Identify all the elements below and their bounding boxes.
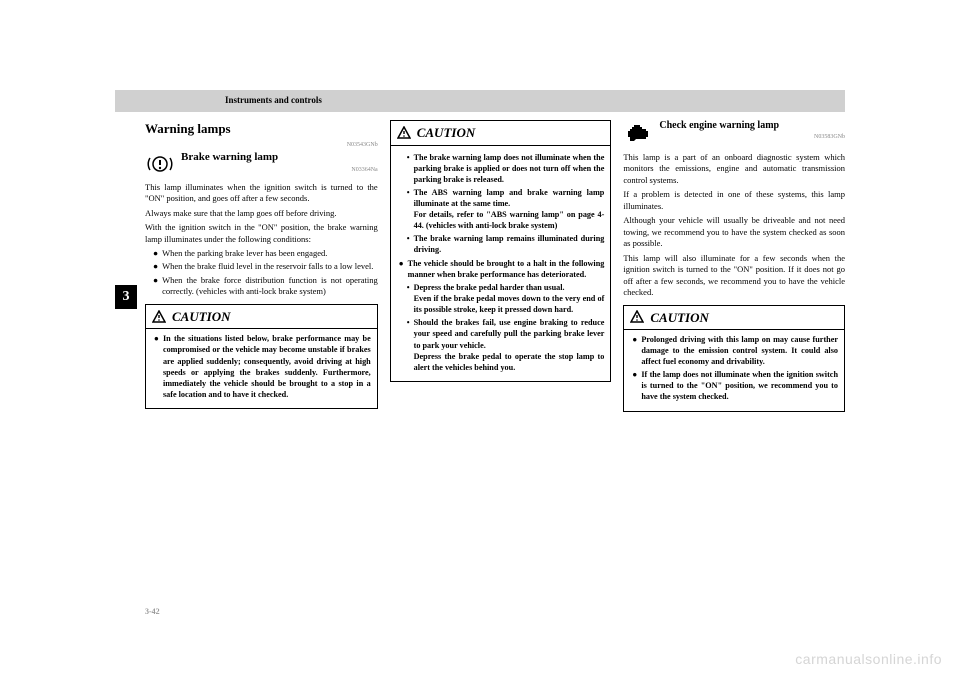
brake-lamp-row: Brake warning lamp N03364Na (145, 150, 378, 178)
para: Although your vehicle will usually be dr… (623, 215, 845, 249)
caution-text: The vehicle should be brought to a halt … (408, 258, 605, 280)
caution-box: CAUTION ●In the situations listed below,… (145, 304, 378, 409)
caution-header: CAUTION (146, 305, 377, 330)
check-engine-icon (623, 120, 653, 148)
manual-page: Instruments and controls 3 3-42 Warning … (115, 90, 845, 620)
bullet-text: When the parking brake lever has been en… (162, 248, 327, 259)
para: This lamp is a part of an onboard diagno… (623, 152, 845, 186)
column-2: CAUTION •The brake warning lamp does not… (390, 120, 612, 620)
caution-text: In the situations listed below, brake pe… (163, 333, 371, 399)
bullet-list: ●When the parking brake lever has been e… (153, 248, 378, 298)
bullet: ●When the brake fluid level in the reser… (153, 261, 378, 272)
warning-triangle-icon (630, 310, 644, 324)
caution-box: CAUTION ●Prolonged driving with this lam… (623, 305, 845, 412)
caution-title: CAUTION (650, 309, 709, 327)
column-3: Check engine warning lamp N03583GNb This… (623, 120, 845, 620)
para: With the ignition switch in the "ON" pos… (145, 222, 378, 245)
caution-text: The ABS warning lamp and brake warning l… (414, 187, 605, 231)
bullet: ●When the brake force distribution funct… (153, 275, 378, 298)
bullet: ●When the parking brake lever has been e… (153, 248, 378, 259)
caution-text: Should the brakes fail, use engine braki… (414, 317, 605, 372)
chapter-tab: 3 (115, 285, 137, 309)
para: This lamp illuminates when the ignition … (145, 182, 378, 205)
engine-lamp-row: Check engine warning lamp N03583GNb (623, 120, 845, 148)
bullet-text: When the brake force distribution functi… (162, 275, 378, 298)
caution-body: ●Prolonged driving with this lamp on may… (624, 330, 844, 410)
caution-text: The brake warning lamp remains illuminat… (414, 233, 605, 255)
para: This lamp will also illuminate for a few… (623, 253, 845, 299)
caution-title: CAUTION (417, 124, 476, 142)
caution-text: If the lamp does not illuminate when the… (641, 369, 838, 402)
check-engine-title: Check engine warning lamp (659, 120, 845, 131)
caution-header: CAUTION (624, 306, 844, 331)
code-ref-3: N03583GNb (659, 133, 845, 141)
watermark: carmanualsonline.info (795, 651, 942, 667)
brake-warning-icon (145, 150, 175, 178)
caution-body: ●In the situations listed below, brake p… (146, 329, 377, 407)
caution-header: CAUTION (391, 121, 611, 146)
content-columns: Warning lamps N03543GNb Brake warning la… (145, 120, 845, 620)
warning-lamps-title: Warning lamps (145, 120, 378, 138)
code-ref: N03543GNb (145, 141, 378, 149)
warning-triangle-icon (397, 126, 411, 140)
para: Always make sure that the lamp goes off … (145, 208, 378, 219)
bullet-text: When the brake fluid level in the reserv… (162, 261, 373, 272)
caution-text: Prolonged driving with this lamp on may … (641, 334, 838, 367)
code-ref-2: N03364Na (181, 166, 378, 174)
caution-body: •The brake warning lamp does not illumin… (391, 146, 611, 381)
caution-title: CAUTION (172, 308, 231, 326)
column-1: Warning lamps N03543GNb Brake warning la… (145, 120, 378, 620)
caution-text: Depress the brake pedal harder than usua… (414, 282, 605, 315)
caution-text: The brake warning lamp does not illumina… (414, 152, 605, 185)
caution-box: CAUTION •The brake warning lamp does not… (390, 120, 612, 382)
header-section-title: Instruments and controls (225, 95, 322, 105)
brake-warning-title: Brake warning lamp (181, 150, 378, 165)
para: If a problem is detected in one of these… (623, 189, 845, 212)
warning-triangle-icon (152, 310, 166, 324)
